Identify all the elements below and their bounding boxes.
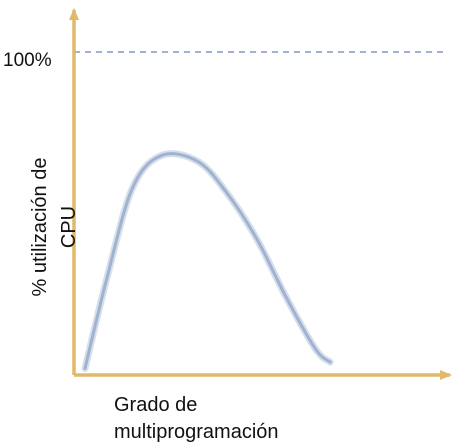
series-line-halo — [81, 150, 334, 372]
y-axis-label-line-2: CPU — [58, 206, 80, 248]
x-axis-label-line-1: Grado de — [114, 394, 197, 416]
reference-line-label: 100% — [3, 50, 52, 71]
x-axis-label-line-2: multiprogramación — [114, 421, 279, 443]
y-axis-label-line-1: % utilización de — [29, 158, 51, 297]
series-line — [83, 152, 332, 370]
